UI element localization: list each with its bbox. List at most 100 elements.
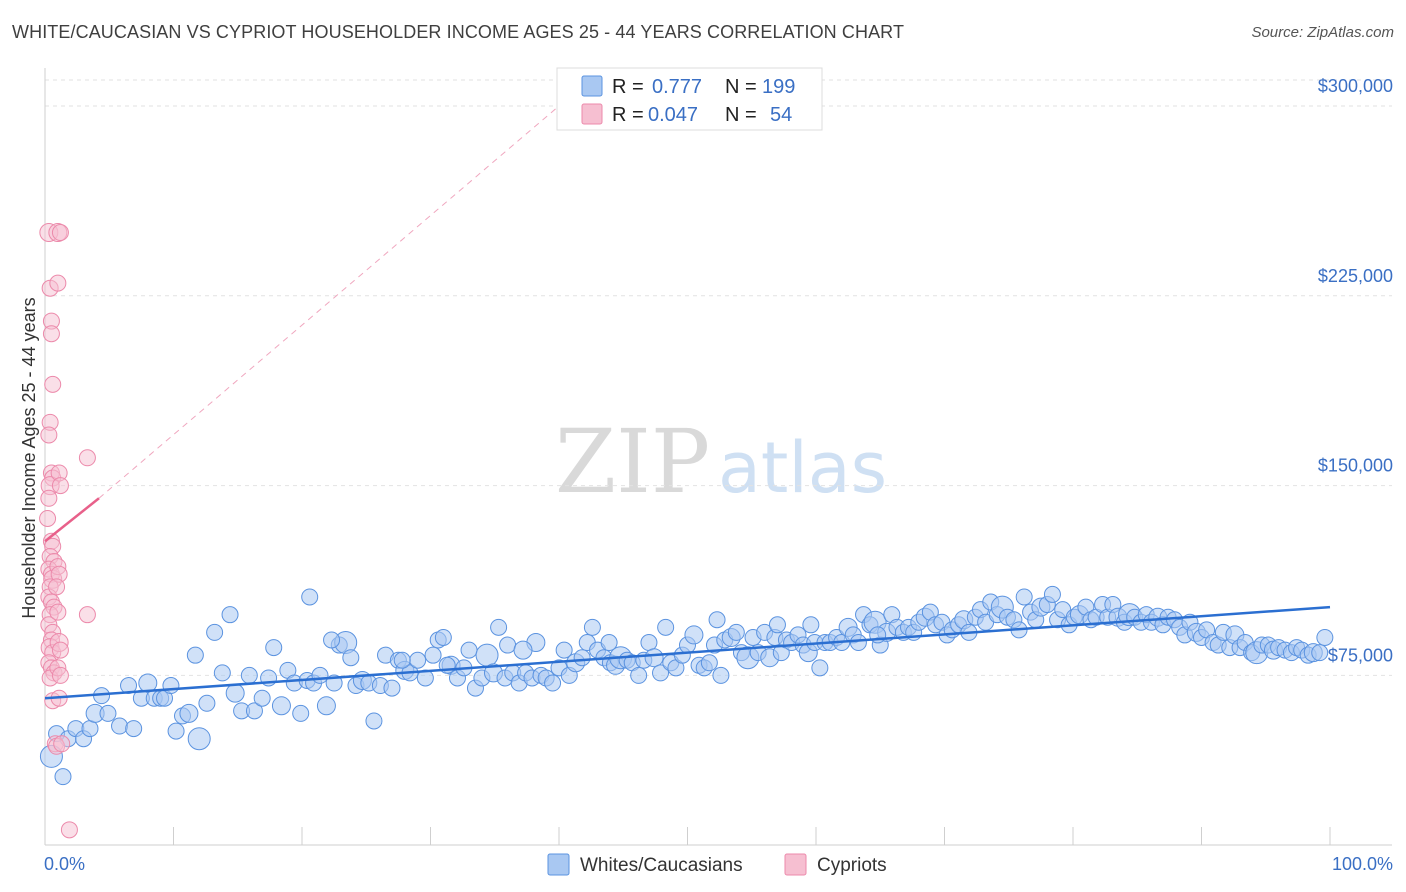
watermark-zip: ZIP (555, 410, 710, 513)
watermark: ZIP atlas (555, 410, 887, 513)
point-cypriots (40, 426, 58, 444)
point-cypriots (42, 325, 60, 343)
point-whites (54, 768, 72, 786)
point-whites (684, 625, 704, 645)
point-whites (316, 696, 336, 716)
point-cypriots (51, 666, 69, 684)
point-cypriots (51, 641, 69, 659)
point-whites (490, 618, 508, 636)
cypriot-trend-dashed (98, 105, 560, 499)
point-cypriots (78, 606, 96, 624)
point-cypriots (44, 375, 62, 393)
y-tick-label: $225,000 (1318, 266, 1393, 286)
point-whites (657, 618, 675, 636)
y-axis-label: Householder Income Ages 25 - 44 years (19, 297, 39, 618)
series-whites-points (39, 585, 1334, 786)
point-whites (206, 623, 224, 641)
legend-swatch-cypriots (581, 103, 603, 125)
point-whites (253, 689, 271, 707)
point-whites (301, 588, 319, 606)
point-whites (179, 703, 199, 723)
point-cypriots (39, 510, 57, 528)
point-whites (513, 640, 533, 660)
point-whites (644, 648, 664, 668)
point-whites (240, 666, 258, 684)
y-tick-label: $150,000 (1318, 456, 1393, 476)
point-cypriots (51, 477, 69, 495)
point-whites (416, 669, 434, 687)
point-cypriots (49, 603, 67, 621)
point-cypriots (40, 489, 58, 507)
point-whites (81, 720, 99, 738)
bottom-legend: Whites/Caucasians Cypriots (547, 853, 887, 876)
point-whites (265, 639, 283, 657)
point-cypriots (48, 578, 66, 596)
legend-n-value-whites: 199 (762, 76, 795, 98)
point-whites (583, 618, 601, 636)
point-whites (499, 636, 517, 654)
stats-legend: R = 0.777 N = 199 R = 0.047 N = 54 (556, 67, 823, 131)
point-whites (802, 616, 820, 634)
point-whites (652, 664, 670, 682)
series-cypriots-points (39, 223, 96, 839)
point-whites (712, 666, 730, 684)
watermark-atlas: atlas (718, 427, 887, 509)
x-tick-labels: 0.0% 100.0% (44, 854, 1393, 874)
point-whites (167, 722, 185, 740)
cypriot-trend-extension (98, 105, 560, 499)
point-whites (409, 651, 427, 669)
point-whites (271, 696, 291, 716)
bottom-legend-swatch-cypriots (784, 853, 807, 876)
point-whites (125, 720, 143, 738)
point-whites (460, 641, 478, 659)
legend-r-label-cypriots: R = (612, 104, 644, 126)
y-tick-labels: $75,000 $150,000 $225,000 $300,000 (1318, 76, 1393, 665)
point-whites (245, 702, 263, 720)
point-whites (1043, 585, 1061, 603)
point-whites (162, 677, 180, 695)
point-whites (555, 641, 573, 659)
point-whites (323, 631, 341, 649)
legend-swatch-whites (581, 75, 603, 97)
point-whites (600, 634, 618, 652)
whites-trendline (44, 605, 1331, 700)
point-whites (434, 628, 452, 646)
point-cypriots (78, 449, 96, 467)
point-whites (311, 666, 329, 684)
point-whites (573, 649, 591, 667)
point-whites (393, 651, 411, 669)
point-whites (111, 717, 129, 735)
legend-n-label-cypriots: N = (725, 104, 757, 126)
x-tick-label: 0.0% (44, 854, 85, 874)
y-tick-label: $300,000 (1318, 76, 1393, 96)
point-whites (475, 643, 499, 667)
point-whites (99, 704, 117, 722)
legend-r-value-whites: 0.777 (652, 76, 702, 98)
point-cypriots (53, 735, 71, 753)
point-whites (1316, 628, 1334, 646)
legend-r-value-cypriots: 0.047 (648, 104, 698, 126)
point-whites (811, 659, 829, 677)
legend-r-label-whites: R = (612, 76, 644, 98)
point-whites (365, 712, 383, 730)
point-whites (225, 683, 245, 703)
point-whites (198, 694, 216, 712)
point-cypriots (49, 274, 67, 292)
point-whites (700, 654, 718, 672)
point-whites (213, 664, 231, 682)
point-cypriots (60, 821, 78, 839)
point-whites (186, 646, 204, 664)
point-whites (342, 649, 360, 667)
point-whites (187, 727, 211, 751)
point-whites (849, 634, 867, 652)
point-whites (221, 606, 239, 624)
cypriots-trendline (44, 497, 100, 543)
point-whites (292, 704, 310, 722)
bottom-legend-label-cypriots: Cypriots (817, 855, 887, 876)
point-whites (630, 666, 648, 684)
point-whites (1311, 644, 1329, 662)
trendlines (44, 497, 1331, 700)
point-whites (708, 611, 726, 629)
point-whites (768, 616, 786, 634)
